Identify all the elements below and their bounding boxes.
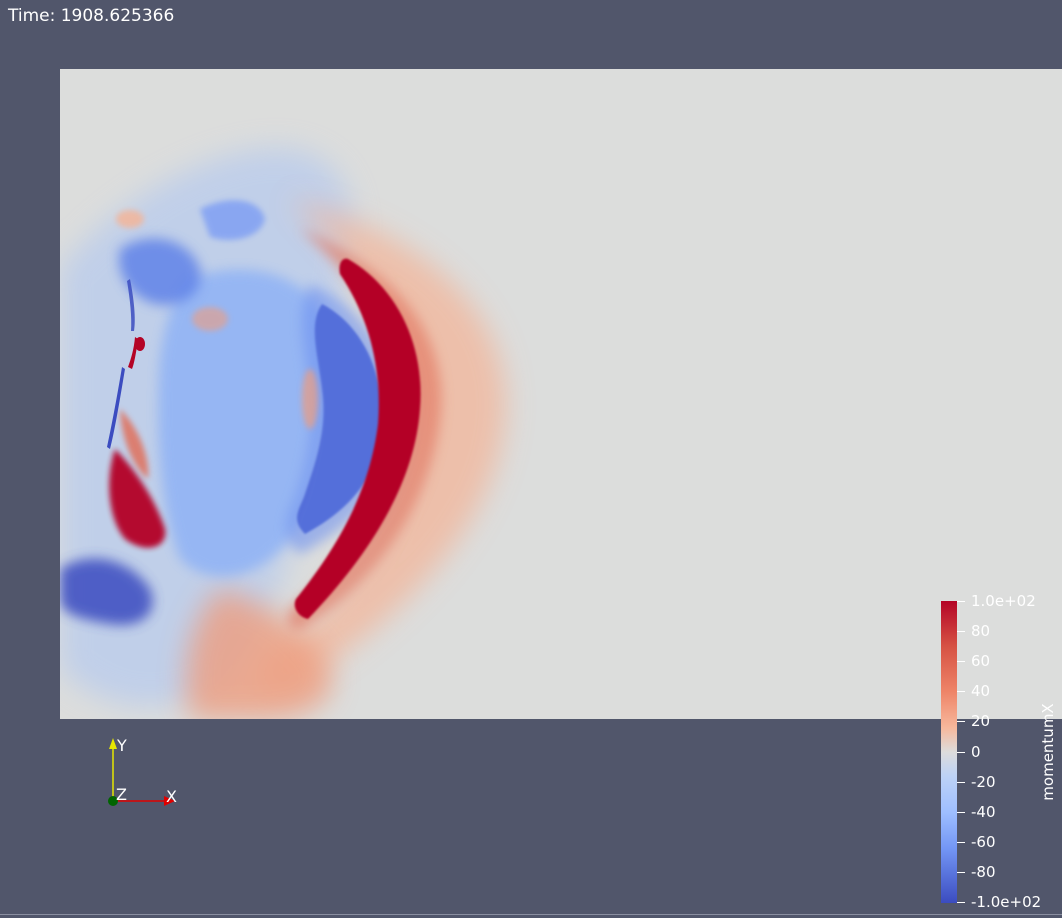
negative-filament: [107, 367, 125, 449]
axis-z-label: Z: [116, 785, 127, 804]
legend-tick: 40: [957, 682, 990, 700]
legend-tick: -60: [957, 833, 996, 851]
upper-negative-filament: [127, 279, 135, 331]
left-positive-streak: [120, 409, 149, 479]
legend-tick: -40: [957, 803, 996, 821]
positive-crescent: [294, 258, 421, 619]
legend-tick: 20: [957, 712, 990, 730]
view-border: [0, 914, 1062, 915]
time-annotation: Time: 1908.625366: [8, 6, 175, 26]
momentum-field-plot: [60, 147, 506, 719]
legend-tick: -80: [957, 863, 996, 881]
legend-tick-max: 1.0e+02: [957, 592, 1036, 610]
outer-positive-halo: [259, 199, 506, 692]
color-legend-title: momentumX: [1039, 703, 1057, 801]
color-legend-bar: [941, 601, 957, 903]
mid-warm-spot: [192, 307, 228, 331]
upper-warm-spot: [116, 210, 144, 228]
axis-x-label: X: [166, 787, 177, 806]
axes-orientation-icon: Y X Z: [100, 734, 190, 814]
legend-tick: 0: [957, 743, 981, 761]
legend-tick-min: -1.0e+02: [957, 893, 1041, 911]
left-positive-blob: [109, 449, 166, 548]
axis-y-label: Y: [116, 736, 127, 755]
render-view[interactable]: [60, 69, 1062, 719]
top-negative-blob: [200, 200, 265, 240]
bottom-positive-plume: [186, 589, 332, 719]
left-negative-blob: [60, 558, 153, 625]
legend-tick: 60: [957, 652, 990, 670]
mid-negative-cavity: [158, 269, 333, 577]
legend-tick: 80: [957, 622, 990, 640]
inner-warm-spot: [302, 369, 318, 429]
legend-tick: -20: [957, 773, 996, 791]
positive-spot: [135, 337, 145, 351]
upper-negative-blob: [119, 238, 201, 305]
